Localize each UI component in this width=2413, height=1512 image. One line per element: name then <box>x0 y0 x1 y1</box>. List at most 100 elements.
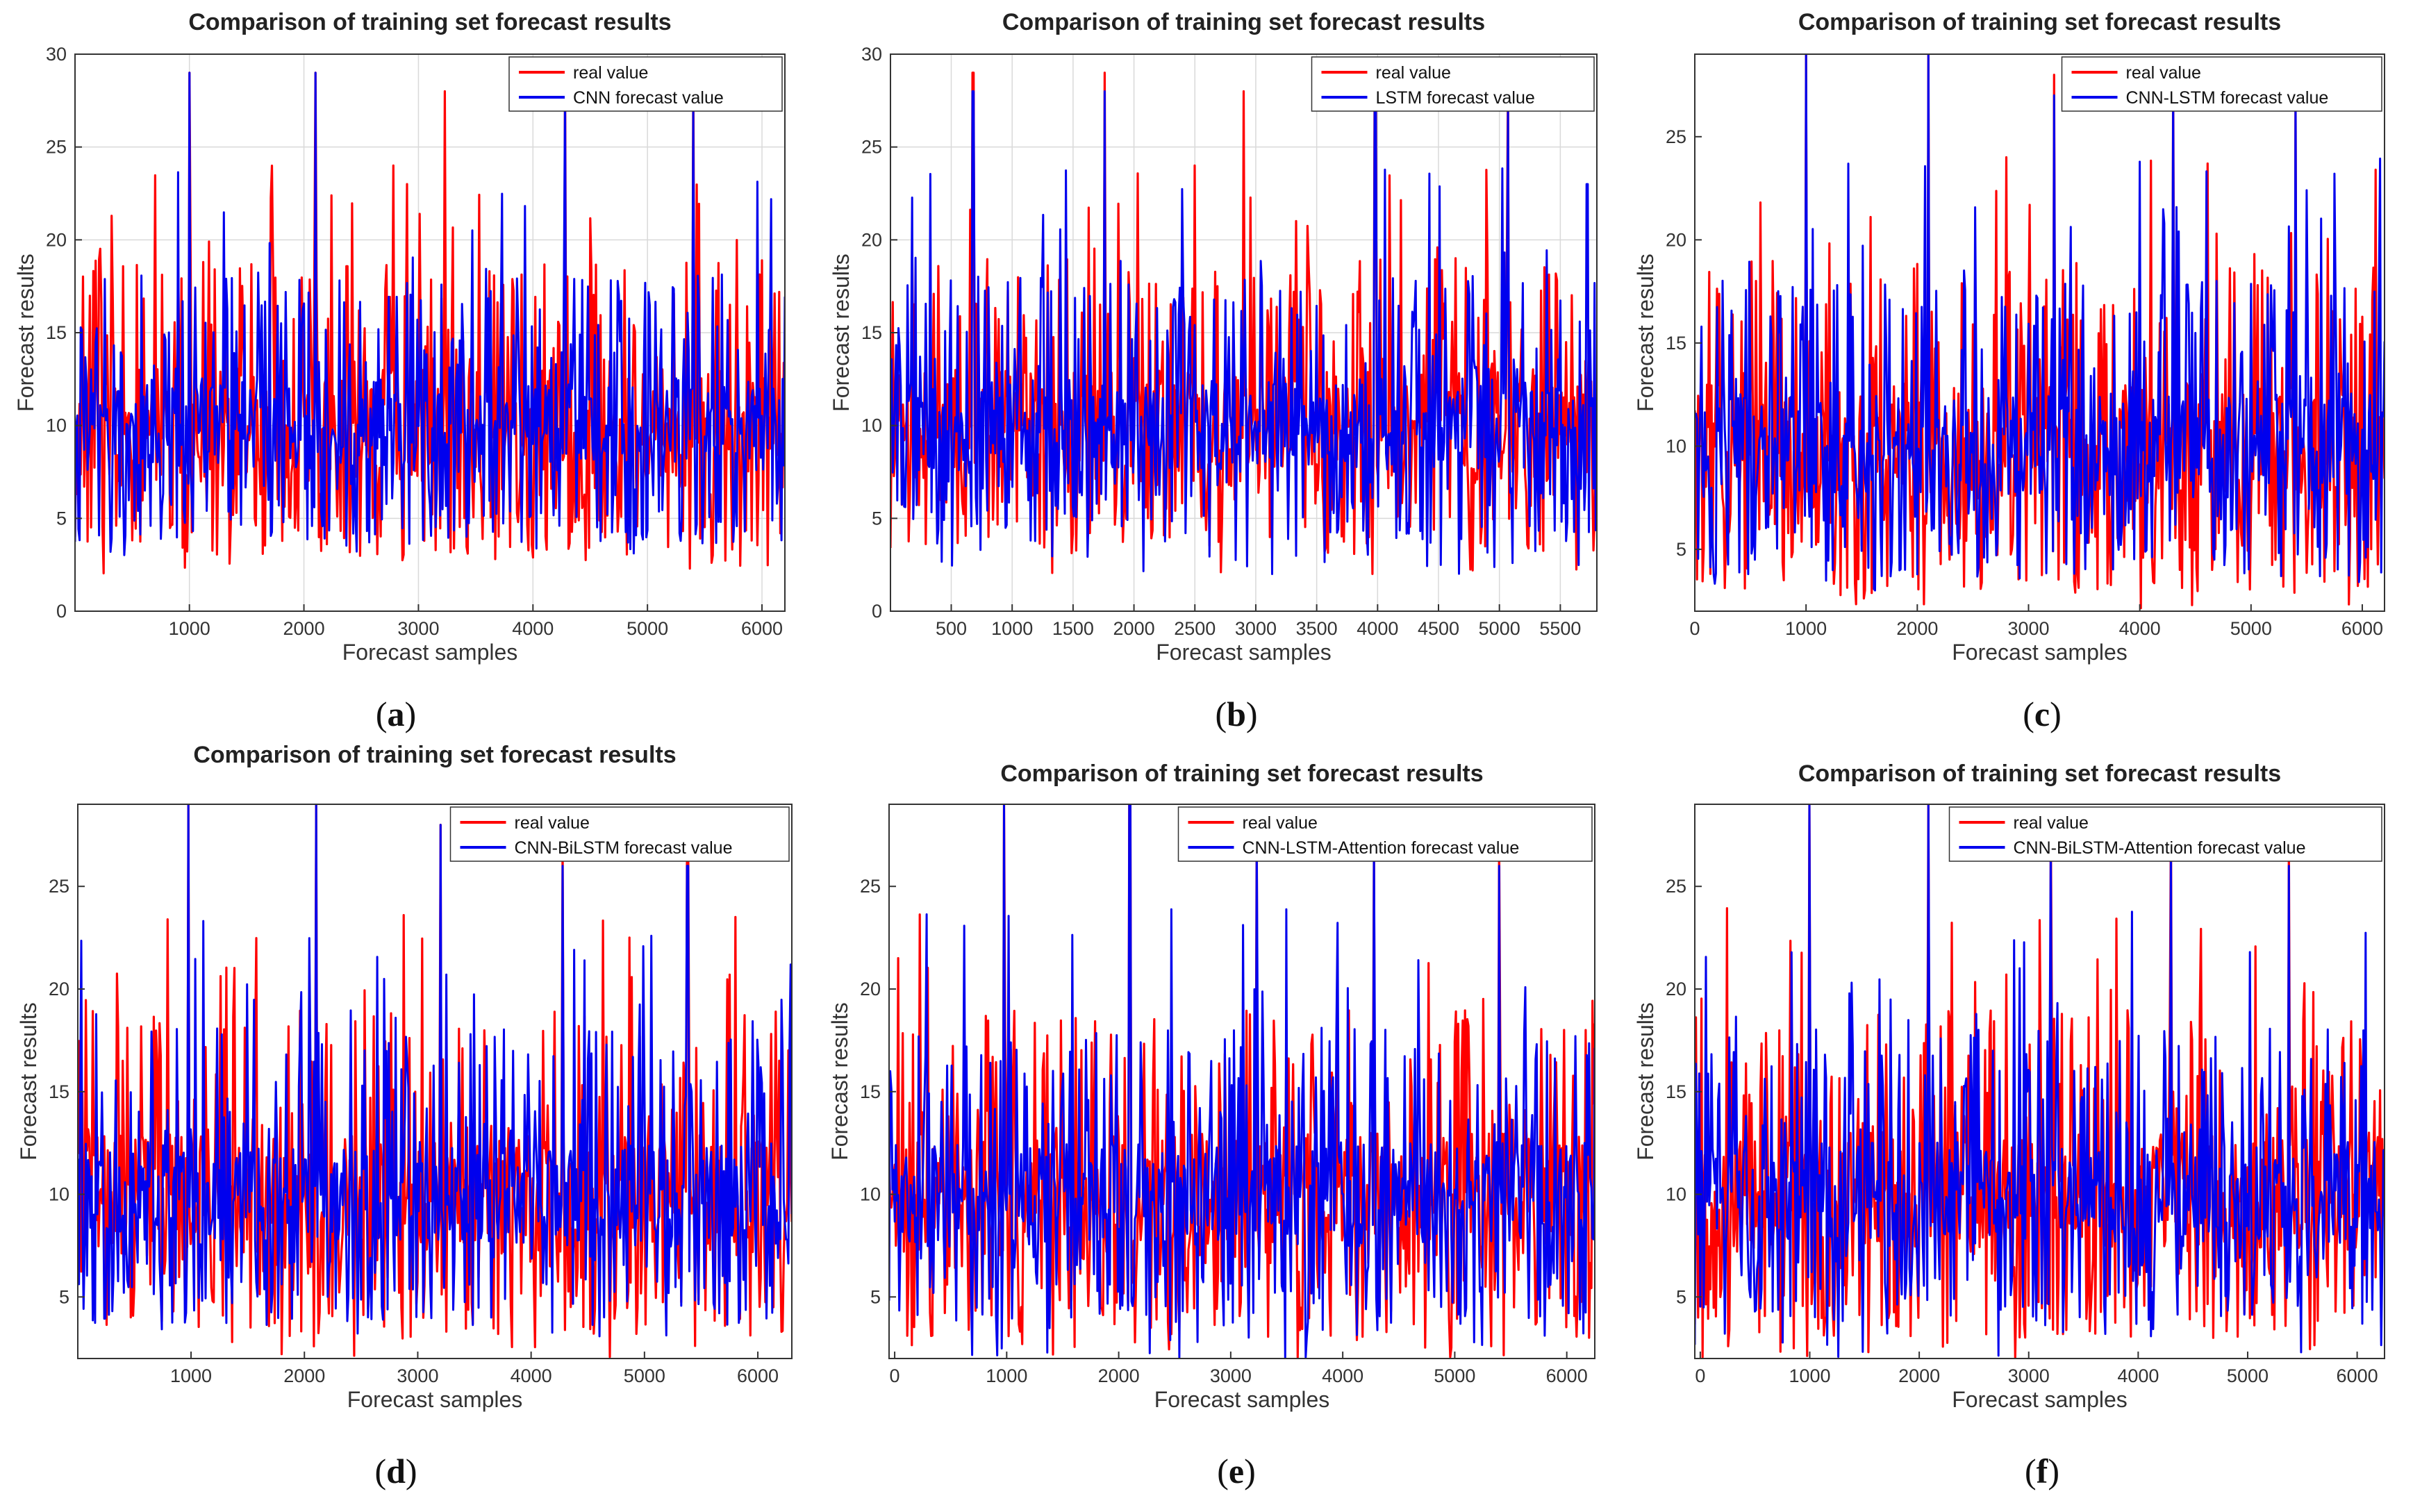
legend-label-real: real value <box>573 63 648 83</box>
y-tick-label: 5 <box>56 508 67 529</box>
y-tick-label: 20 <box>861 229 882 250</box>
x-tick-label: 4000 <box>512 618 554 639</box>
legend-box <box>449 806 790 862</box>
series-line-forecast <box>1695 54 2385 592</box>
x-tick-label: 6000 <box>741 618 783 639</box>
x-tick-label: 4000 <box>2117 1365 2159 1386</box>
y-axis-label: Forecast results <box>1633 254 1658 412</box>
legend-box <box>508 56 783 112</box>
y-tick-label: 15 <box>1666 333 1686 354</box>
chart-panel-a: 1000 2000 3000 4000 5000 6000 0 5 10 15 20 25 30 Comp… <box>13 9 786 733</box>
x-tick-label: 3000 <box>397 1365 438 1386</box>
y-tick-label: 5 <box>59 1286 69 1307</box>
x-tick-label: 3000 <box>1210 1365 1252 1386</box>
x-tick-label: 5000 <box>1434 1365 1475 1386</box>
x-axis-label: Forecast samples <box>1952 1387 2128 1412</box>
axes-box <box>1694 804 2385 1359</box>
x-tick-label: 4000 <box>1322 1365 1363 1386</box>
x-tick-label: 1000 <box>991 618 1033 639</box>
y-tick-label: 25 <box>1666 126 1686 147</box>
panel-label: (f) <box>2025 1452 2059 1490</box>
chart-title: Comparison of training set forecast resu… <box>1798 761 2281 787</box>
legend: real value CNN-BiLSTM forecast value <box>449 806 790 862</box>
x-tick-label: 3000 <box>1235 618 1277 639</box>
x-tick-label: 1000 <box>1785 618 1827 639</box>
panel-label-letter: a <box>388 695 405 733</box>
y-tick-label: 0 <box>872 601 882 622</box>
x-tick-label: 6000 <box>2341 618 2383 639</box>
chart-title: Comparison of training set forecast resu… <box>188 9 671 35</box>
axes-box <box>888 804 1595 1359</box>
series-line-forecast <box>78 804 792 1338</box>
x-tick-label: 4000 <box>511 1365 552 1386</box>
y-tick-label: 15 <box>1666 1081 1686 1102</box>
legend-box <box>1948 806 2382 862</box>
panel-label-close: ) <box>2050 695 2062 733</box>
x-tick-label: 3000 <box>2008 1365 2050 1386</box>
y-tick-label: 20 <box>1666 229 1686 250</box>
legend: real value CNN forecast value <box>508 56 783 112</box>
panel-label: (b) <box>1215 695 1257 733</box>
legend-label-real: real value <box>515 813 590 833</box>
legend-label-forecast: CNN-LSTM forecast value <box>2126 88 2329 108</box>
panel-label-letter: b <box>1227 695 1246 733</box>
legend-label-real: real value <box>2126 63 2201 83</box>
y-axis-label: Forecast results <box>13 254 38 412</box>
x-tick-label: 4000 <box>2119 618 2161 639</box>
y-axis-label: Forecast results <box>16 1002 41 1161</box>
y-axis-label: Forecast results <box>827 1002 852 1161</box>
series-line-forecast <box>75 72 785 556</box>
chart-title: Comparison of training set forecast resu… <box>1000 761 1483 787</box>
legend-label-real: real value <box>1243 813 1318 833</box>
y-tick-label: 25 <box>46 137 67 158</box>
x-axis-label: Forecast samples <box>1156 640 1332 665</box>
y-tick-label: 25 <box>861 137 882 158</box>
x-tick-label: 1000 <box>170 1365 212 1386</box>
y-tick-label: 25 <box>860 876 881 897</box>
x-tick-label: 3500 <box>1296 618 1338 639</box>
x-tick-label: 5000 <box>627 618 668 639</box>
legend-label-forecast: CNN-BiLSTM-Attention forecast value <box>2014 838 2306 858</box>
y-tick-label: 0 <box>56 601 67 622</box>
axes-box <box>1694 53 2385 612</box>
x-tick-label: 4000 <box>1357 618 1398 639</box>
y-tick-label: 10 <box>1666 435 1686 456</box>
y-tick-label: 10 <box>49 1184 69 1205</box>
series-line-forecast <box>1695 804 2385 1358</box>
panel-label-open: ( <box>1217 1452 1229 1490</box>
x-axis-label: Forecast samples <box>1952 640 2128 665</box>
legend: real value CNN-BiLSTM-Attention forecast … <box>1948 806 2382 862</box>
x-tick-label: 1000 <box>169 618 210 639</box>
axes-box <box>77 804 793 1359</box>
x-tick-label: 2000 <box>1113 618 1155 639</box>
y-tick-label: 25 <box>1666 876 1686 897</box>
x-tick-label: 6000 <box>2337 1365 2378 1386</box>
y-tick-label: 5 <box>872 508 882 529</box>
chart-panel-b: 500 1000 1500 2000 2500 3000 3500 4000 4500 5000 5… <box>829 9 1598 733</box>
series-line-forecast <box>889 804 1595 1359</box>
x-tick-label: 2000 <box>1098 1365 1140 1386</box>
y-axis-label: Forecast results <box>829 254 854 412</box>
legend-label-forecast: CNN-LSTM-Attention forecast value <box>1243 838 1520 858</box>
y-tick-label: 20 <box>860 979 881 999</box>
x-tick-label: 3000 <box>2007 618 2049 639</box>
x-tick-label: 2000 <box>1896 618 1938 639</box>
y-tick-label: 15 <box>46 322 67 343</box>
y-tick-label: 10 <box>860 1184 881 1205</box>
x-tick-label: 4500 <box>1418 618 1459 639</box>
x-tick-label: 1000 <box>1789 1365 1830 1386</box>
x-tick-label: 0 <box>1695 1365 1705 1386</box>
series-line-forecast <box>890 90 1597 575</box>
legend-box <box>2061 56 2382 112</box>
x-tick-label: 5500 <box>1539 618 1581 639</box>
y-tick-label: 5 <box>870 1286 881 1307</box>
panel-label-letter: c <box>2034 695 2050 733</box>
x-tick-label: 2000 <box>283 1365 325 1386</box>
legend: real value CNN-LSTM-Attention forecast va… <box>1177 806 1593 862</box>
y-tick-label: 20 <box>46 229 67 250</box>
x-tick-label: 3000 <box>397 618 439 639</box>
chart-title: Comparison of training set forecast resu… <box>1002 9 1485 35</box>
x-axis-label: Forecast samples <box>1154 1387 1330 1412</box>
x-tick-label: 5000 <box>1479 618 1520 639</box>
y-tick-label: 5 <box>1676 539 1686 560</box>
